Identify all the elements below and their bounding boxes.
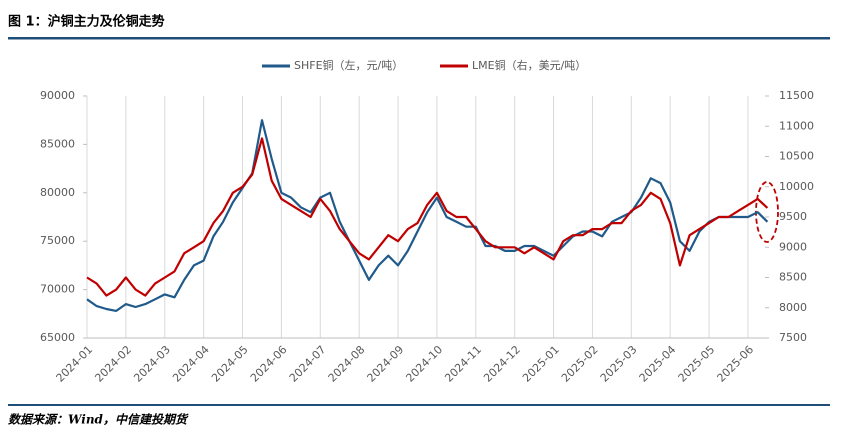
x-tick-label: 2024-06 bbox=[248, 343, 290, 385]
legend-label: SHFE铜（左，元/吨） bbox=[294, 58, 403, 72]
series-line bbox=[86, 119, 769, 312]
y-tick-label: 70000 bbox=[40, 283, 75, 296]
y2-tick-label: 11000 bbox=[779, 119, 814, 132]
x-tick-label: 2024-03 bbox=[131, 343, 173, 385]
y2-tick-label: 9500 bbox=[779, 210, 807, 223]
y-tick-label: 80000 bbox=[40, 186, 75, 199]
y-tick-label: 85000 bbox=[40, 137, 75, 150]
x-tick-label: 2025-04 bbox=[637, 343, 679, 385]
x-tick-label: 2024-04 bbox=[170, 343, 212, 385]
x-tick-label: 2024-10 bbox=[403, 343, 445, 385]
x-tick-label: 2024-08 bbox=[326, 343, 368, 385]
y2-tick-label: 7500 bbox=[779, 331, 807, 344]
y2-tick-label: 10000 bbox=[779, 180, 814, 193]
x-tick-label: 2024-09 bbox=[365, 343, 407, 385]
x-tick-label: 2025-02 bbox=[559, 343, 601, 385]
y2-tick-label: 10500 bbox=[779, 150, 814, 163]
source: 数据来源：Wind，中信建投期货 bbox=[8, 413, 189, 427]
x-tick-label: 2024-01 bbox=[54, 343, 96, 385]
y-tick-label: 75000 bbox=[40, 234, 75, 247]
title-rule bbox=[8, 37, 830, 40]
x-tick-label: 2025-06 bbox=[715, 343, 757, 385]
x-tick-label: 2025-03 bbox=[598, 343, 640, 385]
highlight-ellipse bbox=[755, 181, 779, 243]
x-tick-label: 2025-05 bbox=[676, 343, 718, 385]
y-tick-label: 90000 bbox=[40, 89, 75, 102]
y-tick-label: 65000 bbox=[40, 331, 75, 344]
y2-tick-label: 8500 bbox=[779, 271, 807, 284]
x-tick-label: 2024-11 bbox=[442, 343, 484, 385]
y2-tick-label: 9000 bbox=[779, 240, 807, 253]
y2-tick-label: 11500 bbox=[779, 89, 814, 102]
x-tick-label: 2025-01 bbox=[520, 343, 562, 385]
x-tick-label: 2024-02 bbox=[92, 343, 134, 385]
y2-tick-label: 8000 bbox=[779, 301, 807, 314]
chart-title: 图 1：沪铜主力及伦铜走势 bbox=[8, 14, 165, 30]
x-tick-label: 2024-12 bbox=[481, 343, 523, 385]
legend-label: LME铜（右，美元/吨） bbox=[472, 58, 586, 72]
x-tick-label: 2024-05 bbox=[209, 343, 251, 385]
x-tick-label: 2024-07 bbox=[287, 343, 329, 385]
series-line bbox=[86, 137, 769, 297]
footer-rule bbox=[8, 404, 830, 406]
